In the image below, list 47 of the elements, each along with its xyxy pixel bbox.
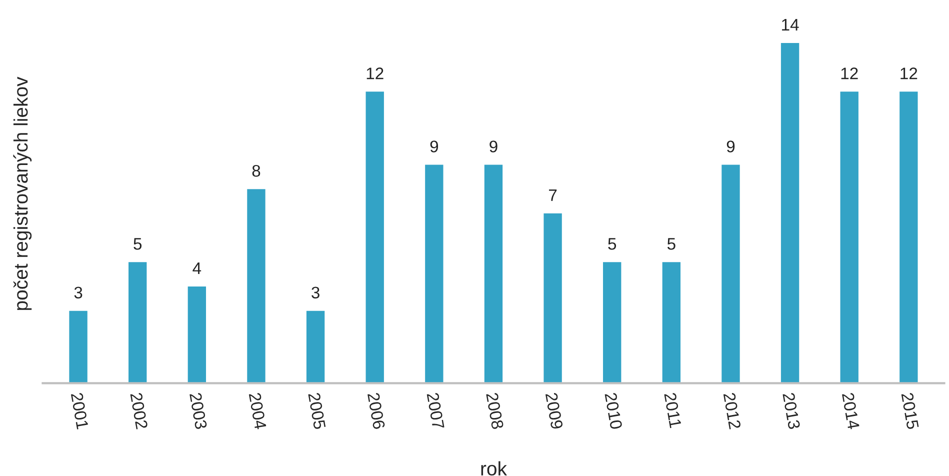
x-tick-label: 2011 [664,392,682,428]
bar [838,90,860,384]
x-axis-title: rok [481,461,508,476]
bar [424,163,445,384]
bar [364,90,386,384]
x-tick-label: 2012 [723,392,742,430]
x-tick-label: 2009 [545,392,564,430]
bar [542,212,564,384]
data-label: 12 [900,68,918,80]
data-label: 5 [667,238,676,250]
x-tick-label: 2015 [901,392,919,430]
x-tick-label: 2008 [486,392,504,430]
x-tick-label: 2014 [842,392,860,430]
bar [898,90,920,384]
data-label: 9 [490,140,498,152]
data-label: 9 [430,140,438,152]
bar [68,309,89,384]
data-label: 3 [74,286,82,298]
bar [186,285,208,384]
x-tick-label: 2001 [70,392,89,430]
data-label: 12 [841,68,858,80]
x-tick-label: 2004 [248,392,267,430]
bar [780,42,801,384]
bar [127,260,148,384]
bar [602,260,623,384]
bar [246,188,267,384]
data-label: 12 [366,68,384,80]
x-tick-label: 2013 [782,392,800,430]
data-label: 14 [782,19,799,30]
bar [660,260,682,384]
x-tick-label: 2010 [604,392,622,430]
data-label: 3 [312,286,320,298]
data-label: 9 [726,140,735,152]
x-tick-label: 2005 [308,392,326,430]
data-label: 5 [134,238,142,250]
y-axis-title: počet registrovaných liekov [13,76,32,310]
data-label: 4 [192,262,202,274]
bar [720,163,742,384]
x-tick-label: 2006 [367,392,386,430]
data-label: 5 [608,238,616,250]
bar [483,163,504,384]
x-tick-label: 2003 [189,392,208,430]
x-tick-label: 2002 [130,392,148,430]
bar [305,309,326,384]
x-tick-label: 2007 [426,392,444,430]
data-label: 7 [549,189,557,201]
data-label: 8 [252,164,260,177]
